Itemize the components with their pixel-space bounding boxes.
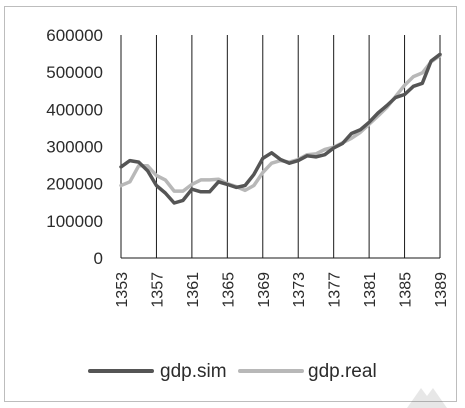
chart-frame xyxy=(4,6,457,402)
x-tick-label: 1385 xyxy=(398,272,415,308)
x-tick-label: 1361 xyxy=(185,272,202,308)
y-tick-label: 400000 xyxy=(46,100,103,119)
x-tick-label: 1373 xyxy=(291,272,308,308)
x-tick-label: 1353 xyxy=(114,272,131,308)
x-tick-label: 1389 xyxy=(433,272,450,308)
series-line-gdp-real xyxy=(119,53,442,193)
series-line-gdp-sim xyxy=(119,52,442,205)
x-tick-label: 1369 xyxy=(256,272,273,308)
series-lines xyxy=(119,52,442,205)
x-tick-label: 1381 xyxy=(362,272,379,308)
y-tick-label: 0 xyxy=(94,249,103,268)
y-tick-label: 600000 xyxy=(46,26,103,45)
y-tick-label: 500000 xyxy=(46,63,103,82)
axes xyxy=(120,35,440,259)
y-tick-label: 200000 xyxy=(46,175,103,194)
x-tick-label: 1357 xyxy=(149,272,166,308)
y-tick-label: 100000 xyxy=(46,212,103,231)
watermark-logo xyxy=(407,388,447,408)
legend: gdp.sim gdp.real xyxy=(88,361,377,382)
x-tick-label: 1377 xyxy=(327,272,344,308)
y-tick-label: 300000 xyxy=(46,138,103,157)
legend-label-gdp-sim: gdp.sim xyxy=(160,361,227,382)
tick-labels: 0 100000 200000 300000 400000 500000 600000 135… xyxy=(46,26,450,308)
legend-label-gdp-real: gdp.real xyxy=(308,361,377,382)
grid-lines xyxy=(120,35,441,258)
x-tick-label: 1365 xyxy=(220,272,237,308)
